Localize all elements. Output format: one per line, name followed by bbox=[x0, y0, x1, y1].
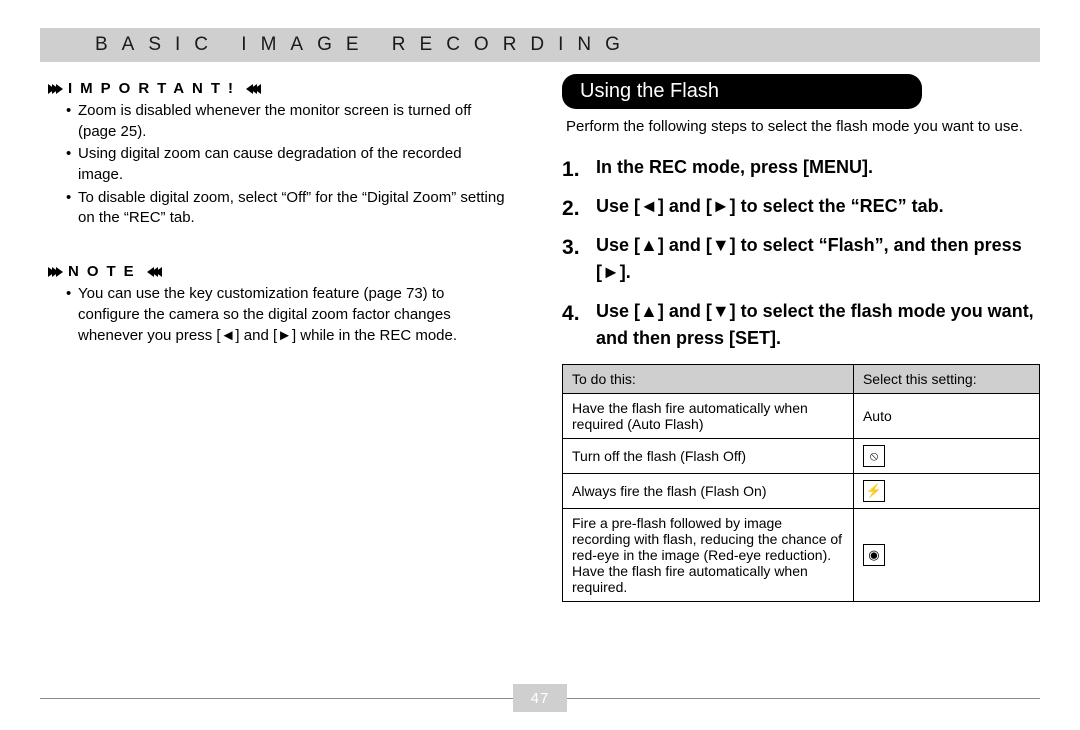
list-item: To disable digital zoom, select “Off” fo… bbox=[66, 188, 510, 229]
table-header-cell: Select this setting: bbox=[853, 364, 1039, 393]
decor-left-icon bbox=[48, 267, 60, 277]
important-header: IMPORTANT! bbox=[48, 80, 518, 97]
table-setting-cell: ⚡ bbox=[853, 473, 1039, 508]
table-row: Fire a pre-flash followed by image recor… bbox=[563, 508, 1040, 601]
left-column: IMPORTANT! Zoom is disabled whenever the… bbox=[40, 74, 518, 602]
list-item: Zoom is disabled whenever the monitor sc… bbox=[66, 101, 510, 142]
table-row: Turn off the flash (Flash Off) ⦸ bbox=[563, 438, 1040, 473]
page-number-tab: 47 bbox=[513, 684, 567, 712]
steps-list: In the REC mode, press [MENU]. Use [◄] a… bbox=[562, 154, 1040, 352]
table-desc-cell: Turn off the flash (Flash Off) bbox=[563, 438, 854, 473]
note-header: NOTE bbox=[48, 263, 518, 280]
decor-left-icon bbox=[48, 84, 60, 94]
important-label: IMPORTANT! bbox=[68, 80, 241, 97]
flash-off-icon: ⦸ bbox=[863, 445, 885, 467]
section-header-text: BASIC IMAGE RECORDING bbox=[95, 34, 634, 56]
flash-table: To do this: Select this setting: Have th… bbox=[562, 364, 1040, 602]
red-eye-icon: ◉ bbox=[863, 544, 885, 566]
table-desc-cell: Have the flash fire automatically when r… bbox=[563, 393, 854, 438]
table-setting-cell: ◉ bbox=[853, 508, 1039, 601]
note-label: NOTE bbox=[68, 263, 142, 280]
table-header-cell: To do this: bbox=[563, 364, 854, 393]
page-root: BASIC IMAGE RECORDING IMPORTANT! Zoom is… bbox=[0, 0, 1080, 730]
content-columns: IMPORTANT! Zoom is disabled whenever the… bbox=[40, 74, 1040, 602]
section-title-pill: Using the Flash bbox=[562, 74, 922, 109]
right-column: Using the Flash Perform the following st… bbox=[562, 74, 1040, 602]
table-row: Have the flash fire automatically when r… bbox=[563, 393, 1040, 438]
note-list: You can use the key customization featur… bbox=[66, 284, 510, 346]
section-intro: Perform the following steps to select th… bbox=[566, 117, 1036, 138]
section-title-text: Using the Flash bbox=[580, 80, 719, 102]
list-item: You can use the key customization featur… bbox=[66, 284, 510, 346]
page-footer: 47 bbox=[40, 684, 1040, 714]
flash-on-icon: ⚡ bbox=[863, 480, 885, 502]
table-desc-cell: Always fire the flash (Flash On) bbox=[563, 473, 854, 508]
decor-right-icon bbox=[249, 84, 261, 94]
step-item: Use [▲] and [▼] to select “Flash”, and t… bbox=[562, 232, 1040, 286]
decor-right-icon bbox=[150, 267, 162, 277]
section-header: BASIC IMAGE RECORDING bbox=[40, 28, 1040, 62]
step-item: Use [◄] and [►] to select the “REC” tab. bbox=[562, 193, 1040, 220]
list-item: Using digital zoom can cause degradation… bbox=[66, 144, 510, 185]
table-header-row: To do this: Select this setting: bbox=[563, 364, 1040, 393]
table-desc-cell: Fire a pre-flash followed by image recor… bbox=[563, 508, 854, 601]
table-row: Always fire the flash (Flash On) ⚡ bbox=[563, 473, 1040, 508]
table-setting-cell: Auto bbox=[853, 393, 1039, 438]
page-number: 47 bbox=[531, 690, 550, 707]
step-item: In the REC mode, press [MENU]. bbox=[562, 154, 1040, 181]
step-item: Use [▲] and [▼] to select the flash mode… bbox=[562, 298, 1040, 352]
table-setting-cell: ⦸ bbox=[853, 438, 1039, 473]
important-list: Zoom is disabled whenever the monitor sc… bbox=[66, 101, 510, 229]
